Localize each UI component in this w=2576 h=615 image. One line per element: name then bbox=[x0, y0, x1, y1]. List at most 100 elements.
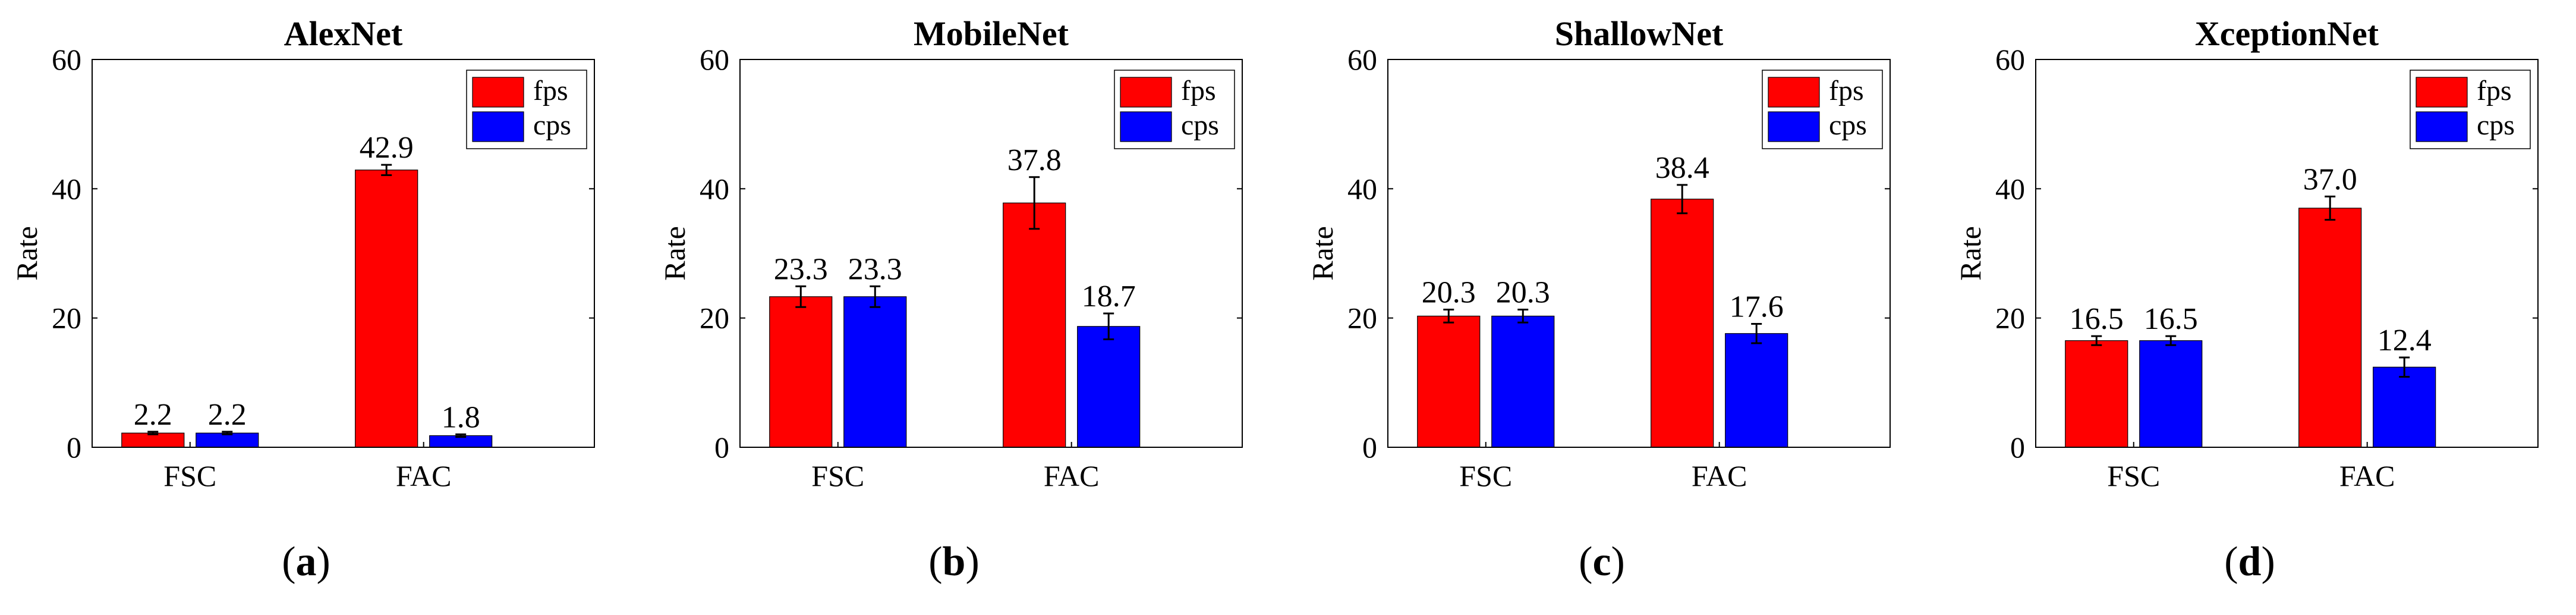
y-tick-label-60: 60 bbox=[1347, 43, 1377, 76]
y-tick-label-20: 20 bbox=[1347, 302, 1377, 335]
y-tick-label-0: 0 bbox=[2010, 431, 2025, 464]
legend-swatch-cps bbox=[1120, 111, 1172, 142]
y-tick-label-40: 40 bbox=[52, 172, 81, 205]
plot-frame bbox=[92, 59, 595, 448]
chart-title: XceptionNet bbox=[2195, 14, 2379, 53]
legend-swatch-cps bbox=[1768, 111, 1820, 142]
chart-alexnet: 2.2 2.2 FSC 42.9 1.8 FAC 0 20 40 60 Rate AlexNet fps… bbox=[10, 14, 595, 492]
data-label-cps-fsc: 23.3 bbox=[848, 252, 902, 286]
chart-title: MobileNet bbox=[914, 14, 1069, 53]
x-tick-label-fsc: FSC bbox=[811, 459, 864, 492]
y-tick-label-20: 20 bbox=[52, 302, 81, 335]
legend-swatch-fps bbox=[2416, 77, 2468, 108]
data-label-fps-fac: 38.4 bbox=[1655, 151, 1709, 185]
data-label-fps-fac: 37.8 bbox=[1007, 143, 1062, 177]
legend-label-cps: cps bbox=[533, 109, 571, 141]
y-axis-label: Rate bbox=[1306, 226, 1339, 281]
bar-fps-fsc bbox=[2065, 340, 2128, 448]
legend-label-fps: fps bbox=[2477, 75, 2512, 106]
y-tick-label-20: 20 bbox=[700, 302, 729, 335]
data-label-cps-fac: 17.6 bbox=[1730, 290, 1784, 324]
bar-cps-fsc bbox=[2139, 340, 2203, 448]
panel-xceptionnet: 16.5 16.5 FSC 37.0 12.4 FAC 0 20 40 60 Rate Xceptio… bbox=[1944, 0, 2574, 615]
chart-title: AlexNet bbox=[284, 14, 403, 53]
legend-swatch-cps bbox=[2416, 111, 2468, 142]
caption-letter: d bbox=[2238, 539, 2262, 585]
bar-fps-fsc bbox=[769, 296, 833, 448]
y-tick-label-0: 0 bbox=[67, 431, 81, 464]
chart-shallownet: 20.3 20.3 FSC 38.4 17.6 FAC 0 20 40 60 Rate Shallow… bbox=[1306, 14, 1891, 492]
data-label-fps-fsc: 20.3 bbox=[1422, 276, 1476, 310]
bar-fps-fac bbox=[355, 170, 418, 448]
bar-fps-fac bbox=[2298, 208, 2362, 448]
legend-label-fps: fps bbox=[533, 75, 568, 106]
chart-mobilenet: 23.3 23.3 FSC 37.8 18.7 FAC 0 20 40 60 Rate MobileN… bbox=[658, 14, 1243, 492]
y-tick-label-60: 60 bbox=[700, 43, 729, 76]
bar-cps-fac bbox=[1077, 326, 1141, 448]
data-label-cps-fac: 12.4 bbox=[2377, 324, 2432, 357]
x-tick-label-fac: FAC bbox=[1044, 459, 1100, 492]
x-tick-label-fac: FAC bbox=[396, 459, 452, 492]
panel-shallownet: 20.3 20.3 FSC 38.4 17.6 FAC 0 20 40 60 Rate Shallow… bbox=[1296, 0, 1926, 615]
data-label-cps-fac: 1.8 bbox=[442, 400, 480, 434]
data-label-fps-fsc: 23.3 bbox=[774, 252, 828, 286]
y-tick-label-40: 40 bbox=[1347, 172, 1377, 205]
caption-d: (d) bbox=[2224, 539, 2275, 585]
legend-label-fps: fps bbox=[1181, 75, 1216, 106]
legend-swatch-fps bbox=[1768, 77, 1820, 108]
legend-label-cps: cps bbox=[1181, 109, 1219, 141]
legend-swatch-cps bbox=[472, 111, 524, 142]
bar-cps-fac bbox=[1725, 333, 1788, 448]
caption-b: (b) bbox=[928, 539, 980, 585]
data-label-fps-fsc: 16.5 bbox=[2070, 302, 2124, 336]
plot-frame bbox=[1387, 59, 1891, 448]
legend-label-cps: cps bbox=[1829, 109, 1867, 141]
caption-letter: b bbox=[942, 539, 966, 585]
data-label-fps-fsc: 2.2 bbox=[134, 398, 172, 432]
y-tick-label-60: 60 bbox=[1995, 43, 2025, 76]
caption-letter: a bbox=[295, 539, 317, 585]
y-tick-label-40: 40 bbox=[700, 172, 729, 205]
x-tick-label-fsc: FSC bbox=[2107, 459, 2160, 492]
bar-fps-fac bbox=[1651, 199, 1714, 448]
y-tick-label-0: 0 bbox=[714, 431, 729, 464]
bar-fps-fsc bbox=[1417, 315, 1481, 448]
y-tick-label-60: 60 bbox=[52, 43, 81, 76]
legend-label-fps: fps bbox=[1829, 75, 1864, 106]
caption-letter: c bbox=[1592, 539, 1611, 585]
y-axis-label: Rate bbox=[1954, 226, 1987, 281]
data-label-fps-fac: 37.0 bbox=[2303, 162, 2357, 196]
panel-alexnet: 2.2 2.2 FSC 42.9 1.8 FAC 0 20 40 60 Rate AlexNet fps… bbox=[0, 0, 630, 615]
plot-frame bbox=[739, 59, 1243, 448]
bar-fps-fac bbox=[1003, 202, 1066, 448]
panel-mobilenet: 23.3 23.3 FSC 37.8 18.7 FAC 0 20 40 60 Rate MobileN… bbox=[648, 0, 1278, 615]
y-tick-label-20: 20 bbox=[1995, 302, 2025, 335]
y-tick-label-40: 40 bbox=[1995, 172, 2025, 205]
data-label-fps-fac: 42.9 bbox=[360, 131, 414, 165]
chart-title: ShallowNet bbox=[1555, 14, 1724, 53]
x-tick-label-fsc: FSC bbox=[1459, 459, 1512, 492]
legend-label-cps: cps bbox=[2477, 109, 2515, 141]
legend-swatch-fps bbox=[472, 77, 524, 108]
bar-cps-fsc bbox=[843, 296, 907, 448]
chart-xceptionnet: 16.5 16.5 FSC 37.0 12.4 FAC 0 20 40 60 Rate Xceptio… bbox=[1954, 14, 2539, 492]
data-label-cps-fsc: 2.2 bbox=[208, 398, 247, 432]
y-axis-label: Rate bbox=[10, 226, 43, 281]
plot-frame bbox=[2035, 59, 2539, 448]
x-tick-label-fsc: FSC bbox=[163, 459, 216, 492]
legend-swatch-fps bbox=[1120, 77, 1172, 108]
x-tick-label-fac: FAC bbox=[1692, 459, 1747, 492]
bar-cps-fsc bbox=[1491, 315, 1555, 448]
bar-cps-fac bbox=[2373, 366, 2436, 448]
data-label-cps-fac: 18.7 bbox=[1082, 280, 1136, 313]
y-tick-label-0: 0 bbox=[1362, 431, 1377, 464]
y-axis-label: Rate bbox=[658, 226, 691, 281]
caption-a: (a) bbox=[282, 539, 330, 585]
x-tick-label-fac: FAC bbox=[2339, 459, 2395, 492]
data-label-cps-fsc: 16.5 bbox=[2144, 302, 2198, 336]
